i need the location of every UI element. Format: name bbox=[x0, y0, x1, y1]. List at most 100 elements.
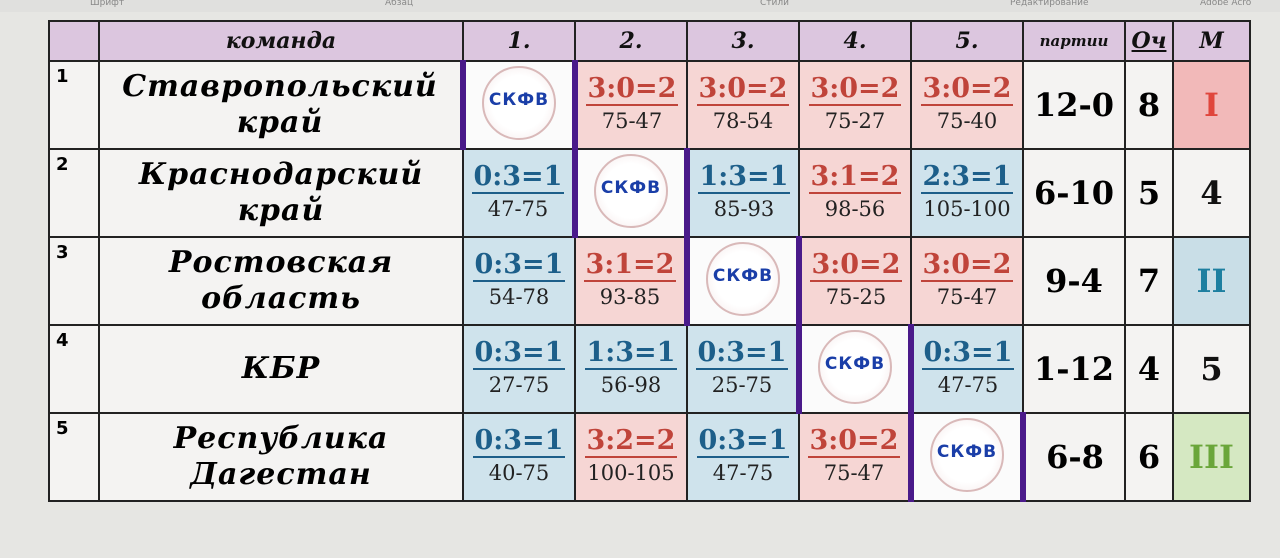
match-points: 100-105 bbox=[587, 461, 675, 485]
ribbon-group-paragraph[interactable]: Абзац bbox=[385, 0, 414, 8]
points-total: 7 bbox=[1124, 236, 1174, 326]
match-score: 3:0=2 bbox=[807, 425, 901, 458]
match-points: 54-78 bbox=[488, 285, 550, 309]
match-score: 3:1=2 bbox=[583, 249, 677, 282]
match-score: 0:3=1 bbox=[472, 337, 566, 370]
match-points: 27-75 bbox=[488, 373, 550, 397]
match-result-cell: 1:3=1 85-93 bbox=[686, 148, 800, 238]
diagonal-logo-cell: СКФВ bbox=[572, 148, 690, 238]
header-team: команда bbox=[98, 20, 464, 62]
match-result-cell: 3:0=2 75-25 bbox=[798, 236, 912, 326]
match-points: 85-93 bbox=[713, 197, 775, 221]
header-col-5: 5. bbox=[910, 20, 1024, 62]
match-score: 0:3=1 bbox=[921, 337, 1015, 370]
match-result-cell: 0:3=1 25-75 bbox=[686, 324, 800, 414]
match-points: 93-85 bbox=[599, 285, 661, 309]
table-row: 5 Республика Дагестан 0:3=1 40-75 3:2=2 10… bbox=[48, 412, 1251, 502]
sets-total: 12-0 bbox=[1022, 60, 1126, 150]
header-col-3: 3. bbox=[686, 20, 800, 62]
match-score: 3:0=2 bbox=[809, 249, 903, 282]
team-name-line: край bbox=[236, 105, 324, 140]
match-points: 47-75 bbox=[487, 197, 549, 221]
match-result-cell: 0:3=1 27-75 bbox=[462, 324, 576, 414]
match-score: 3:0=2 bbox=[696, 73, 790, 106]
points-total: 6 bbox=[1124, 412, 1174, 502]
match-result-cell: 3:0=2 75-47 bbox=[910, 236, 1024, 326]
match-result-cell: 3:0=2 75-27 bbox=[798, 60, 912, 150]
header-sets: партии bbox=[1022, 20, 1126, 62]
points-total: 4 bbox=[1124, 324, 1174, 414]
diagonal-logo-cell: СКФВ bbox=[460, 60, 578, 150]
match-points: 56-98 bbox=[600, 373, 662, 397]
ribbon-group-styles[interactable]: Стили bbox=[760, 0, 789, 8]
team-name-line: Ростовская bbox=[168, 245, 394, 280]
match-points: 105-100 bbox=[923, 197, 1011, 221]
match-points: 75-47 bbox=[823, 461, 885, 485]
match-points: 47-75 bbox=[937, 373, 999, 397]
header-col-4: 4. bbox=[798, 20, 912, 62]
match-score: 2:3=1 bbox=[920, 161, 1014, 194]
header-col-1: 1. bbox=[462, 20, 576, 62]
diagonal-logo-cell: СКФВ bbox=[684, 236, 802, 326]
match-score: 0:3=1 bbox=[472, 425, 566, 458]
table-row: 1 Ставропольский край СКФВ 3:0=2 75-47 3:0=… bbox=[48, 60, 1251, 150]
match-score: 3:2=2 bbox=[584, 425, 678, 458]
match-points: 75-40 bbox=[936, 109, 998, 133]
points-total: 8 bbox=[1124, 60, 1174, 150]
match-result-cell: 3:0=2 78-54 bbox=[686, 60, 800, 150]
match-points: 47-75 bbox=[712, 461, 774, 485]
ribbon-strip: Шрифт Абзац Стили Редактирование Adobe A… bbox=[0, 0, 1280, 12]
skfv-logo-icon: СКФВ bbox=[818, 330, 892, 404]
match-points: 98-56 bbox=[824, 197, 886, 221]
match-points: 78-54 bbox=[712, 109, 774, 133]
team-name: Ставропольский край bbox=[98, 60, 464, 150]
match-result-cell: 1:3=1 56-98 bbox=[574, 324, 688, 414]
match-points: 75-27 bbox=[824, 109, 886, 133]
header-num bbox=[48, 20, 100, 62]
row-number: 5 bbox=[48, 412, 100, 502]
team-name: Краснодарский край bbox=[98, 148, 464, 238]
match-result-cell: 0:3=1 40-75 bbox=[462, 412, 576, 502]
row-number: 4 bbox=[48, 324, 100, 414]
logo-text: СКФВ bbox=[488, 90, 550, 110]
sets-total: 6-10 bbox=[1022, 148, 1126, 238]
match-result-cell: 0:3=1 47-75 bbox=[910, 324, 1024, 414]
match-score: 3:0=2 bbox=[920, 249, 1014, 282]
logo-text: СКФВ bbox=[600, 178, 662, 198]
header-place: М bbox=[1172, 20, 1251, 62]
team-name-line: Дагестан bbox=[190, 457, 372, 492]
sets-total: 9-4 bbox=[1022, 236, 1126, 326]
header-points: Оч bbox=[1124, 20, 1174, 62]
ribbon-group-editing[interactable]: Редактирование bbox=[1010, 0, 1089, 8]
match-points: 75-25 bbox=[825, 285, 887, 309]
match-score: 0:3=1 bbox=[695, 337, 789, 370]
ribbon-group-font[interactable]: Шрифт bbox=[90, 0, 125, 8]
match-result-cell: 3:1=2 93-85 bbox=[574, 236, 688, 326]
match-score: 3:1=2 bbox=[808, 161, 902, 194]
diagonal-logo-cell: СКФВ bbox=[908, 412, 1026, 502]
match-result-cell: 2:3=1 105-100 bbox=[910, 148, 1024, 238]
place: III bbox=[1172, 412, 1251, 502]
match-result-cell: 3:0=2 75-47 bbox=[574, 60, 688, 150]
place: 4 bbox=[1172, 148, 1251, 238]
match-result-cell: 0:3=1 54-78 bbox=[462, 236, 576, 326]
match-result-cell: 0:3=1 47-75 bbox=[686, 412, 800, 502]
row-number: 1 bbox=[48, 60, 100, 150]
team-name-line: Республика bbox=[173, 421, 389, 456]
ribbon-group-adobe[interactable]: Adobe Acro bbox=[1200, 0, 1252, 8]
match-points: 75-47 bbox=[601, 109, 663, 133]
skfv-logo-icon: СКФВ bbox=[482, 66, 556, 140]
logo-text: СКФВ bbox=[824, 354, 886, 374]
team-name-line: область bbox=[201, 281, 361, 316]
sets-total: 1-12 bbox=[1022, 324, 1126, 414]
header-points-label: Оч bbox=[1131, 28, 1167, 54]
header-row: команда 1. 2. 3. 4. 5. партии Оч М bbox=[48, 20, 1251, 62]
header-col-2: 2. bbox=[574, 20, 688, 62]
skfv-logo-icon: СКФВ bbox=[930, 418, 1004, 492]
match-score: 0:3=1 bbox=[696, 425, 790, 458]
place: I bbox=[1172, 60, 1251, 150]
skfv-logo-icon: СКФВ bbox=[594, 154, 668, 228]
team-name: Ростовская область bbox=[98, 236, 464, 326]
match-score: 3:0=2 bbox=[808, 73, 902, 106]
logo-text: СКФВ bbox=[712, 266, 774, 286]
